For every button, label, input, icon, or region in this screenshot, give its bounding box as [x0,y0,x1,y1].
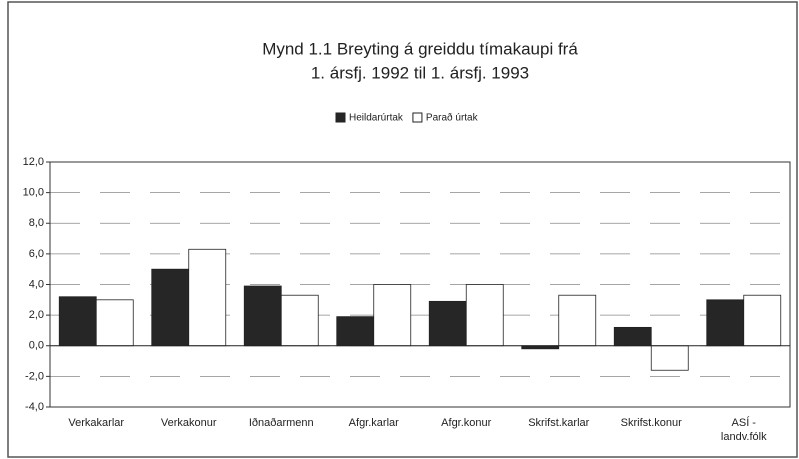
y-tick-label: 8,0 [29,217,44,229]
x-tick-label: Skrifst.konur [620,417,682,429]
bar [465,284,504,347]
x-tick-label: Verkakonur [160,417,217,429]
bar [743,294,782,347]
y-tick-label: -2,0 [25,370,44,382]
bar [58,296,97,347]
y-tick-label: 2,0 [29,309,44,321]
y-tick-label: 10,0 [23,187,44,199]
y-tick-label: 0,0 [29,340,44,352]
y-tick-label: -4,0 [25,401,44,413]
bar [95,299,134,347]
bar [151,268,190,347]
x-tick-label: Afgr.karlar [348,417,399,429]
chart-title: Mynd 1.1 Breyting á greiddu tímakaupi fr… [262,39,578,58]
x-tick-label: Skrifst.karlar [528,417,590,429]
bar [280,294,319,347]
legend-swatch [335,112,346,123]
plot-border [49,161,791,408]
x-tick-label: Iðnaðarmenn [248,417,314,429]
legend-swatch [412,112,423,123]
bar [706,299,745,347]
y-tick-label: 4,0 [29,278,44,290]
bar [188,248,227,347]
bar [373,284,412,347]
bar [243,285,282,347]
x-tick-label: Verkakarlar [68,417,125,429]
bar [336,316,375,347]
x-tick-label: Afgr.konur [441,417,492,429]
legend-label: Heildarúrtak [349,113,404,124]
y-tick-label: 12,0 [23,156,44,168]
bar [428,300,467,347]
y-tick-label: 6,0 [29,248,44,260]
frame [7,1,798,458]
bar [613,326,652,347]
chart-subtitle: 1. ársfj. 1992 til 1. ársfj. 1993 [311,63,529,82]
bar [650,345,689,371]
bar [558,294,597,347]
x-tick-label: ASÍ - landv.fólk [720,417,767,443]
legend-label: Parað úrtak [426,112,479,124]
